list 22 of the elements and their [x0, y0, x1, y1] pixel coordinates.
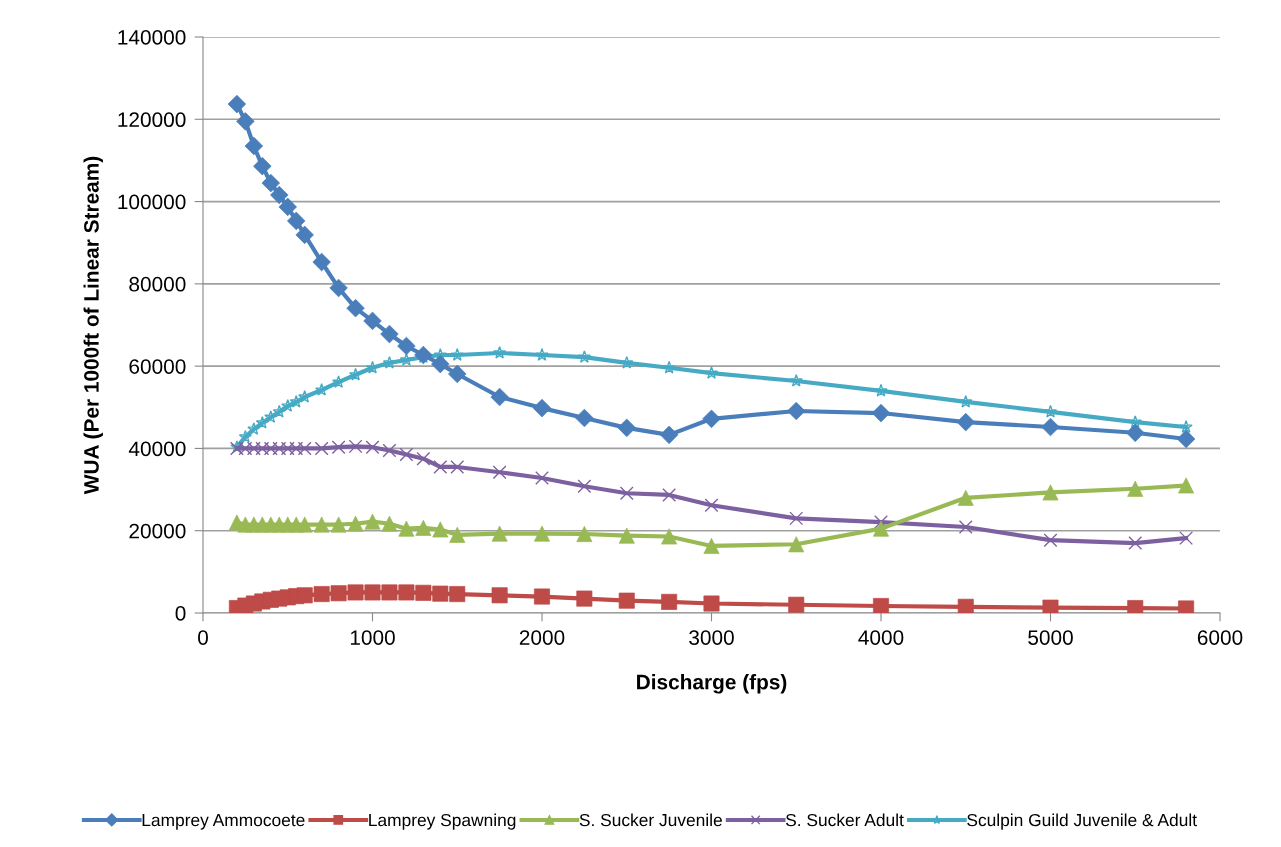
y-tick-label: 60000 — [129, 359, 186, 374]
y-tick-label: 20000 — [129, 523, 186, 539]
legend-label: S. Sucker Juvenile — [579, 813, 722, 827]
y-tick-label: 80000 — [129, 276, 186, 292]
x-tick-label: 4000 — [858, 630, 904, 645]
x-axis-title: Discharge (fps) — [637, 674, 787, 694]
x-tick-label: 1000 — [350, 630, 395, 645]
x-tick-label: 0 — [198, 630, 208, 645]
x-tick-label: 5000 — [1028, 630, 1073, 645]
y-tick-label: 100000 — [118, 194, 186, 210]
legend-label: Sculpin Guild Juvenile & Adult — [967, 813, 1197, 830]
y-tick-label: 40000 — [128, 441, 186, 457]
y-tick-label: 0 — [175, 606, 186, 621]
y-tick-label: 120000 — [118, 112, 186, 128]
legend-label: Lamprey Ammocoete — [142, 814, 305, 830]
legend-label: Lamprey Spawning — [369, 813, 516, 830]
x-tick-label: 6000 — [1197, 630, 1243, 645]
y-tick-label: 140000 — [118, 30, 186, 45]
x-tick-label: 3000 — [689, 630, 734, 645]
x-tick-label: 2000 — [519, 630, 565, 645]
legend-label: S. Sucker Adult — [785, 813, 904, 827]
y-axis-title: WUA (Per 1000ft of Linear Stream) — [83, 156, 103, 495]
